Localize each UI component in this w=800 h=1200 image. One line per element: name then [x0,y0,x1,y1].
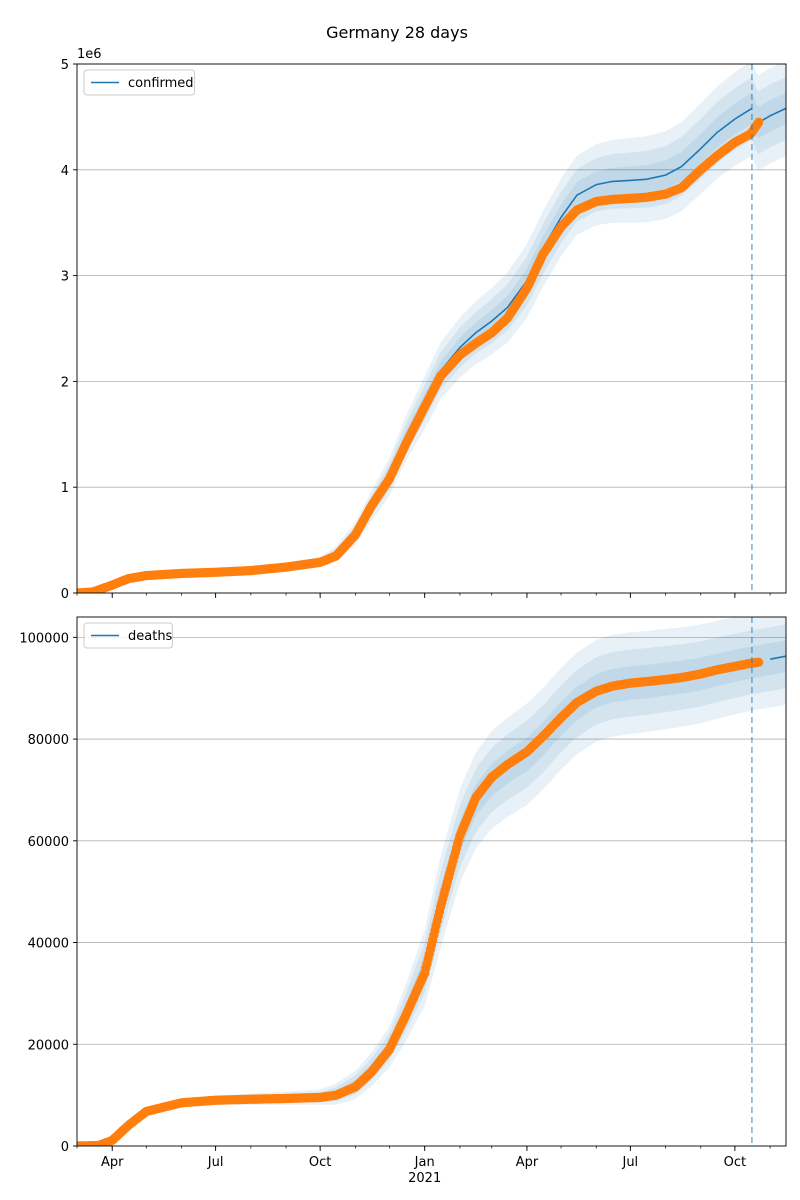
x-tick-label: Oct [309,1155,331,1170]
y-tick-label: 3 [61,270,69,285]
x-tick-label: Jul [207,1155,224,1170]
uncertainty-band-3 [77,92,786,593]
legend: deaths [83,622,173,649]
x-year-label: 2021 [408,1171,441,1186]
x-tick-label: Jan [414,1155,435,1170]
uncertainty-band-2 [77,77,786,593]
plot-area [77,64,786,593]
y-tick-label: 80000 [28,733,69,748]
legend-box [83,69,196,96]
uncertainty-band-2 [77,624,786,1146]
x-tick-label: Apr [516,1155,539,1170]
legend-label: confirmed [128,76,194,91]
y-tick-label: 0 [61,1140,69,1155]
panel-confirmed: 0 1 2 3 4 5 1e6 confirmed [61,47,787,602]
y-tick-label: 2 [61,375,69,390]
y-tick-label: 0 [61,587,69,602]
x-tick-label: Oct [724,1155,746,1170]
panel-deaths: 0 20000 40000 60000 80000 100000 Apr Jul Oct Jan A… [19,616,787,1186]
forecast-line [769,655,786,660]
legend: confirmed [83,69,196,96]
y-tick-label: 100000 [19,631,69,646]
y-tick-label: 40000 [28,937,69,952]
x-tick-label: Jul [621,1155,638,1170]
legend-box [83,622,173,649]
y-tick-label: 1 [61,481,69,496]
observed-point [754,657,764,667]
x-tick-label: Apr [101,1155,124,1170]
y-tick-label: 4 [61,164,69,179]
y-offset-label: 1e6 [77,47,102,62]
axes-frame [76,616,787,1147]
axes-frame [76,63,787,594]
observed-point [754,117,764,127]
figure-title: Germany 28 days [326,23,468,42]
plot-area [77,617,786,1146]
y-tick-label: 20000 [28,1038,69,1053]
legend-label: deaths [128,629,173,644]
y-tick-label: 60000 [28,835,69,850]
y-tick-label: 5 [61,58,69,73]
